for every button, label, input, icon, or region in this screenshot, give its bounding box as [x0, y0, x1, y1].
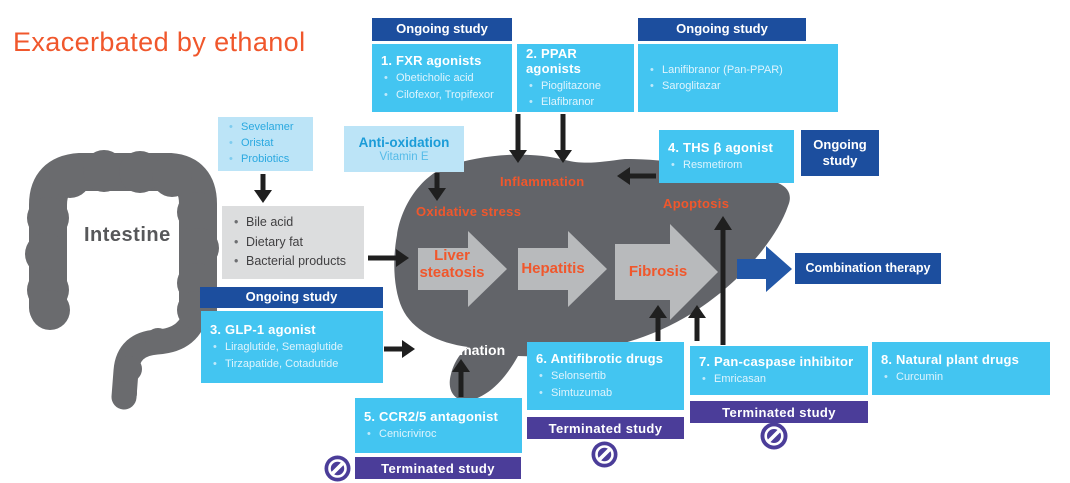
antioxidation-subtitle: Vitamin E	[379, 151, 429, 163]
ongoing-study-header-1: Ongoing study	[372, 18, 512, 41]
apoptosis-label: Apoptosis	[663, 196, 730, 211]
bullet-icon: •	[384, 88, 388, 101]
bullet-icon: •	[539, 386, 543, 399]
terminated-study-header-1: Terminated study	[355, 457, 521, 479]
bullet-icon: •	[234, 234, 239, 249]
drug-item: • Obeticholic acid	[381, 70, 503, 87]
drug-box-title: 5. CCR2/5 antagonist	[364, 408, 499, 424]
prohibited-icon	[760, 422, 788, 450]
antioxidation-title: Anti-oxidation	[358, 135, 450, 150]
drug-box-title: 3. GLP-1 agonist	[210, 322, 316, 337]
bullet-icon: •	[229, 137, 233, 150]
drug-item: • Selonsertib	[536, 368, 675, 385]
prohibited-icon	[591, 441, 618, 468]
ongoing-study-header-3: Ongoing study	[801, 130, 879, 176]
drug-box-antifibrotic: 6. Antifibrotic drugs • Selonsertib • Simt…	[527, 342, 684, 410]
input-item: • Bile acid	[231, 213, 355, 232]
bullet-icon: •	[234, 254, 239, 269]
drug-box-fxr-agonists: 1. FXR agonists • Obeticholic acid • Cilof…	[372, 44, 512, 112]
drug-item: • Oristat	[226, 136, 305, 152]
drug-box-ppar-agonists: 2. PPAR agonists • Pioglitazone • Elafibra…	[517, 44, 634, 112]
steatosis-arrow	[418, 231, 507, 307]
bullet-icon: •	[367, 427, 371, 440]
terminated-study-header-2: Terminated study	[527, 417, 684, 439]
combination-therapy-box: Combination therapy	[795, 253, 941, 284]
ongoing-study-header-2: Ongoing study	[638, 18, 806, 41]
drug-box-title: 8. Natural plant drugs	[881, 351, 1020, 367]
drug-item: • Liraglutide, Semaglutide	[210, 339, 374, 356]
bullet-icon: •	[234, 215, 239, 230]
intestine-label: Intestine	[84, 224, 171, 246]
bullet-icon: •	[229, 121, 233, 134]
drug-item: • Cenicriviroc	[364, 426, 513, 443]
bullet-icon: •	[539, 370, 543, 382]
drug-item: • Elafibranor	[526, 94, 625, 111]
drug-item: • Emricasan	[699, 371, 859, 388]
bullet-icon: •	[384, 72, 388, 84]
flow-arrows	[254, 114, 732, 397]
drug-box-title: 6. Antifibrotic drugs	[536, 351, 664, 366]
drug-box-ccr25-antagonist: 5. CCR2/5 antagonist • Cenicriviroc	[355, 398, 522, 453]
drug-item: • Resmetirom	[668, 157, 785, 174]
drug-item: • Pioglitazone	[526, 78, 625, 95]
bullet-icon: •	[529, 79, 533, 92]
page-title: Exacerbated by ethanol	[13, 27, 306, 57]
bullet-icon: •	[529, 96, 533, 108]
input-item: • Bacterial products	[231, 252, 355, 271]
drug-box-title: 4. THS β agonist	[668, 139, 774, 155]
bullet-icon: •	[213, 357, 217, 370]
drug-box-ths-beta-agonist: 4. THS β agonist • Resmetirom	[659, 130, 794, 183]
prohibited-icon	[324, 455, 351, 482]
stage-arrows	[418, 224, 718, 320]
drug-box-title: 2. PPAR agonists	[526, 45, 582, 76]
antioxidation-box: Anti-oxidation Vitamin E	[344, 126, 464, 172]
drug-item: • Tirzapatide, Cotadutide	[210, 356, 374, 373]
bullet-icon: •	[884, 370, 888, 383]
input-item: • Dietary fat	[231, 233, 355, 252]
liver-inputs-box: • Bile acid • Dietary fat • Bacterial produ…	[222, 206, 364, 279]
terminated-study-header-3: Terminated study	[690, 401, 868, 423]
drug-item: • Curcumin	[881, 369, 1041, 386]
drug-item: • Cilofexor, Tropifexor	[381, 87, 503, 104]
bullet-icon: •	[213, 341, 217, 353]
drug-box-pan-caspase: 7. Pan-caspase inhibitor • Emricasan	[690, 346, 868, 395]
drug-item: • Lanifibranor (Pan-PPAR)	[647, 62, 829, 79]
drug-box-natural-plant: 8. Natural plant drugs • Curcumin	[872, 342, 1050, 395]
inflammation-bottom-label: Inflammation	[418, 342, 506, 358]
drug-item: • Probiotics	[226, 152, 305, 168]
hepatitis-arrow	[518, 231, 607, 307]
stage-liver-steatosis: Liver steatosis	[419, 247, 485, 282]
drug-box-title: 1. FXR agonists	[381, 53, 482, 68]
drug-box-glp1-agonist: 3. GLP-1 agonist • Liraglutide, Semagluti…	[201, 311, 383, 383]
stage-fibrosis: Fibrosis	[628, 263, 688, 280]
inflammation-top-label: Inflammation	[500, 174, 585, 189]
fibrosis-arrow	[615, 224, 718, 320]
bullet-icon: •	[702, 372, 706, 385]
oxidative-stress-label: Oxidative stress	[416, 204, 522, 219]
combination-arrow	[737, 246, 792, 292]
drug-box-pan-ppar: • Lanifibranor (Pan-PPAR) • Saroglitazar	[638, 44, 838, 112]
stage-hepatitis: Hepatitis	[521, 260, 585, 277]
drug-item: • Saroglitazar	[647, 78, 829, 95]
intestine-illustration	[25, 150, 219, 410]
bullet-icon: •	[650, 63, 654, 76]
gut-modulators-box: • Sevelamer • Oristat • Probiotics	[218, 117, 313, 171]
ongoing-study-header-4: Ongoing study	[200, 287, 383, 308]
drug-item: • Simtuzumab	[536, 385, 675, 402]
bullet-icon: •	[650, 80, 654, 92]
prohibited-icons	[324, 422, 788, 482]
drug-item: • Sevelamer	[226, 120, 305, 136]
bullet-icon: •	[229, 152, 233, 165]
drug-box-title: 7. Pan-caspase inhibitor	[699, 353, 854, 369]
bullet-icon: •	[671, 158, 675, 171]
